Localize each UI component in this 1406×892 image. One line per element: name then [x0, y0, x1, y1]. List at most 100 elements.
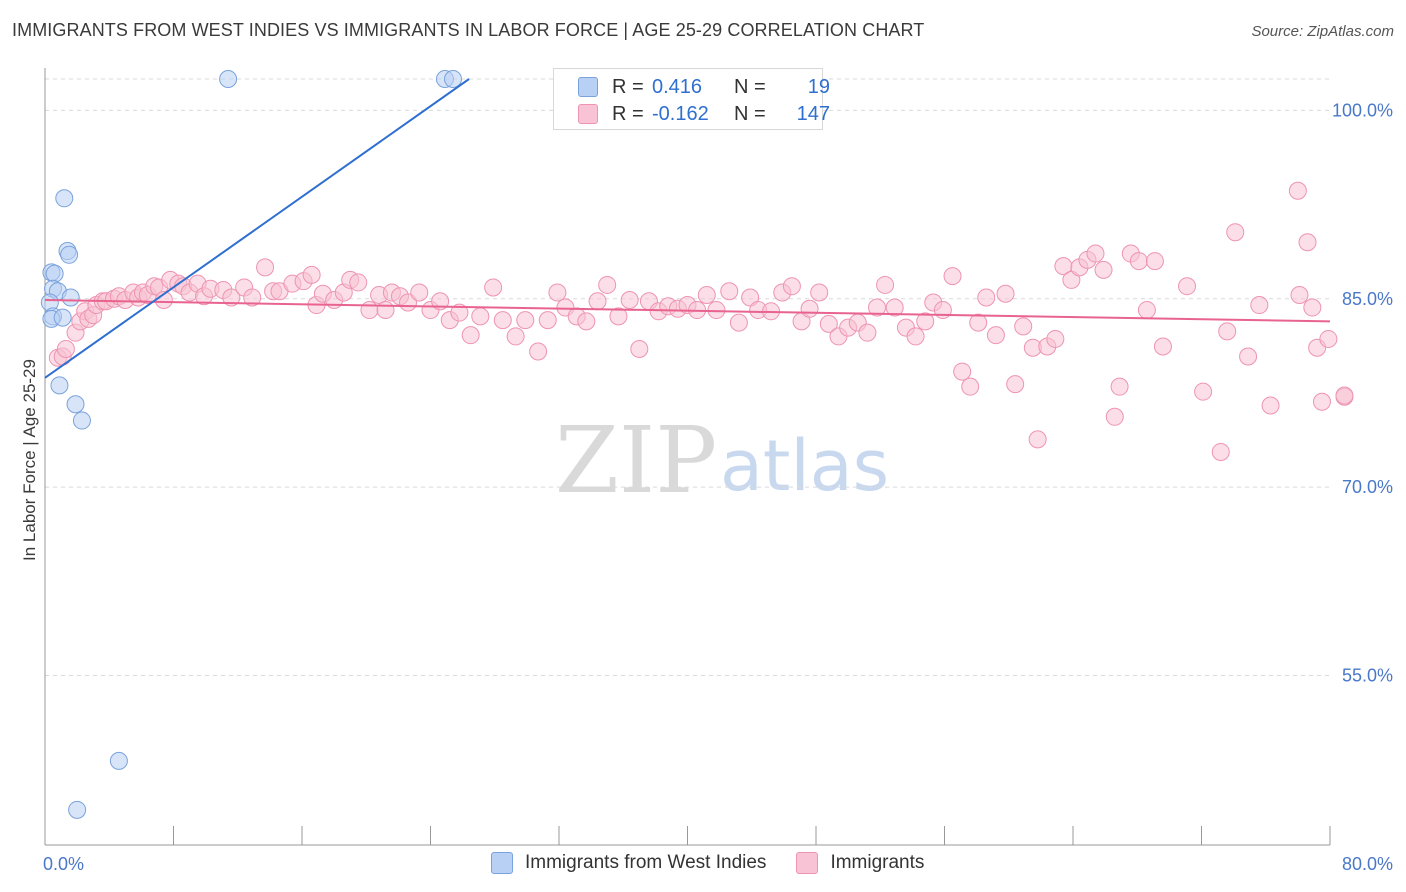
- immigrants-point: [1335, 386, 1354, 405]
- series-swatch-blue: [491, 852, 513, 874]
- legend-row-immigrants: R = -0.162 N = 147: [578, 101, 830, 127]
- immigrants-point: [538, 311, 557, 330]
- y-tick-label: 70.0%: [1342, 477, 1393, 497]
- immigrants-point: [1319, 329, 1338, 348]
- immigrants-point: [819, 314, 838, 333]
- immigrants-point: [1094, 260, 1113, 279]
- immigrants-point: [1211, 442, 1230, 461]
- immigrants-point: [858, 323, 877, 342]
- legend-n-value: 147: [796, 102, 830, 125]
- west-indies-point: [61, 288, 80, 307]
- immigrants-point: [450, 303, 469, 322]
- immigrants-point: [222, 288, 241, 307]
- west-indies-trend-line: [44, 78, 470, 379]
- immigrants-point: [1288, 181, 1307, 200]
- series-legend-item-west-indies: Immigrants from West Indies: [491, 852, 766, 874]
- immigrants-point: [707, 301, 726, 320]
- legend-n-label: N =: [734, 75, 766, 98]
- watermark-atlas: atlas: [720, 425, 889, 507]
- immigrants-point: [1250, 296, 1269, 315]
- immigrants-point: [1006, 375, 1025, 394]
- immigrants-point: [577, 312, 596, 331]
- immigrants-point: [1153, 337, 1172, 356]
- west-indies-point: [68, 800, 87, 819]
- immigrants-point: [1194, 382, 1213, 401]
- immigrants-point: [810, 283, 829, 302]
- watermark-zip: ZIP: [555, 407, 717, 514]
- immigrants-point: [598, 275, 617, 294]
- series-legend: Immigrants from West Indies Immigrants: [491, 852, 954, 874]
- immigrants-point: [56, 339, 75, 358]
- y-axis-label: In Labor Force | Age 25-29: [20, 359, 39, 561]
- west-indies-point: [50, 376, 69, 395]
- immigrants-point: [969, 313, 988, 332]
- immigrants-point: [471, 307, 490, 326]
- x-tick-label: 80.0%: [1342, 854, 1393, 874]
- immigrants-point: [1290, 285, 1309, 304]
- immigrants-trend-line: [44, 299, 1331, 323]
- immigrants-point: [588, 292, 607, 311]
- y-tick-label: 85.0%: [1342, 289, 1393, 309]
- immigrants-point: [506, 327, 525, 346]
- immigrants-point: [885, 298, 904, 317]
- chart-title: IMMIGRANTS FROM WEST INDIES VS IMMIGRANT…: [12, 20, 925, 40]
- immigrants-point: [868, 298, 887, 317]
- immigrants-point: [1014, 317, 1033, 336]
- x-tick-label: 0.0%: [43, 854, 84, 874]
- immigrants-point: [1218, 322, 1237, 341]
- immigrants-point: [609, 307, 628, 326]
- immigrants-point: [376, 301, 395, 320]
- legend-n-label: N =: [734, 102, 766, 125]
- immigrants-point: [1303, 298, 1322, 317]
- immigrants-point: [410, 283, 429, 302]
- west-indies-point: [45, 264, 64, 283]
- series-name-west-indies: Immigrants from West Indies: [525, 852, 767, 873]
- immigrants-point: [977, 288, 996, 307]
- immigrants-point: [943, 267, 962, 286]
- immigrants-point: [720, 282, 739, 301]
- immigrants-point: [256, 258, 275, 277]
- immigrants-point: [1110, 377, 1129, 396]
- immigrants-point: [1226, 223, 1245, 242]
- immigrants-point: [493, 311, 512, 330]
- west-indies-point: [55, 189, 74, 208]
- immigrants-point: [906, 327, 925, 346]
- west-indies-point: [53, 308, 72, 327]
- west-indies-points: [40, 70, 462, 819]
- legend-r-value: -0.162: [652, 102, 709, 125]
- immigrants-point: [961, 377, 980, 396]
- immigrants-point: [630, 339, 649, 358]
- immigrants-point: [620, 291, 639, 310]
- immigrants-point: [782, 277, 801, 296]
- immigrants-point: [1298, 233, 1317, 252]
- immigrants-point: [529, 342, 548, 361]
- source-credit: Source: ZipAtlas.com: [1251, 23, 1394, 40]
- legend: R = 0.416 N = 19 R = -0.162 N = 147: [553, 68, 830, 130]
- grid: [45, 78, 1330, 676]
- series-name-immigrants: Immigrants: [830, 852, 925, 873]
- immigrants-points: [48, 181, 1354, 461]
- immigrants-point: [1028, 430, 1047, 449]
- west-indies-point: [72, 411, 91, 430]
- immigrants-point: [1178, 277, 1197, 296]
- immigrants-point: [800, 299, 819, 318]
- y-tick-labels: 55.0% 70.0% 85.0% 100.0%: [1332, 100, 1393, 685]
- immigrants-point: [349, 273, 368, 292]
- immigrants-point: [360, 301, 379, 320]
- y-tick-label: 100.0%: [1332, 100, 1393, 120]
- immigrants-point: [243, 288, 262, 307]
- west-indies-point: [60, 245, 79, 264]
- immigrants-point: [729, 313, 748, 332]
- legend-n-value: 19: [807, 75, 830, 98]
- immigrants-point: [548, 283, 567, 302]
- immigrants-point: [996, 284, 1015, 303]
- west-indies-point: [219, 70, 238, 88]
- immigrants-point: [1239, 347, 1258, 366]
- immigrants-point: [1145, 252, 1164, 271]
- immigrants-point: [916, 312, 935, 331]
- west-indies-point: [66, 395, 85, 414]
- legend-r-label: R =: [612, 75, 644, 98]
- series-legend-item-immigrants: Immigrants: [796, 852, 924, 874]
- immigrants-point: [876, 275, 895, 294]
